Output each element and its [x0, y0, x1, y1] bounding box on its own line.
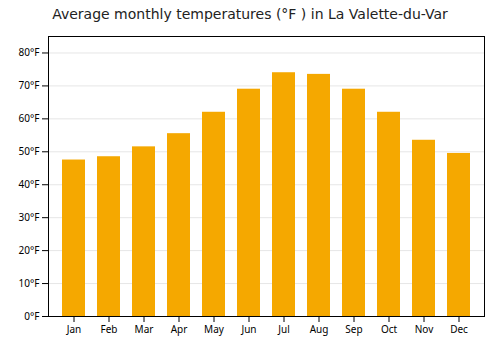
svg-text:Nov: Nov	[415, 322, 434, 336]
svg-text:20°F: 20°F	[19, 243, 40, 257]
svg-text:0°F: 0°F	[24, 309, 39, 323]
svg-text:Dec: Dec	[450, 322, 468, 336]
svg-text:Oct: Oct	[381, 322, 398, 336]
svg-text:Sep: Sep	[345, 322, 362, 336]
svg-text:Apr: Apr	[171, 322, 188, 336]
svg-text:50°F: 50°F	[19, 144, 40, 158]
svg-text:Jul: Jul	[277, 322, 290, 336]
html-text:Average monthly temperatures (: Average monthly temperatures (°F ) in La…	[52, 6, 448, 22]
svg-text:Mar: Mar	[135, 322, 154, 336]
svg-text:40°F: 40°F	[19, 177, 40, 191]
svg-text:Jun: Jun	[240, 322, 256, 336]
svg-text:May: May	[204, 322, 225, 336]
svg-text:Jan: Jan	[66, 322, 82, 336]
svg-text:10°F: 10°F	[19, 276, 40, 290]
svg-text:Aug: Aug	[310, 322, 329, 336]
svg-text:30°F: 30°F	[19, 210, 40, 224]
svg-text:Feb: Feb	[101, 322, 118, 336]
svg-text:60°F: 60°F	[19, 111, 40, 125]
svg-text:80°F: 80°F	[19, 45, 40, 59]
svg-text:70°F: 70°F	[19, 78, 40, 92]
